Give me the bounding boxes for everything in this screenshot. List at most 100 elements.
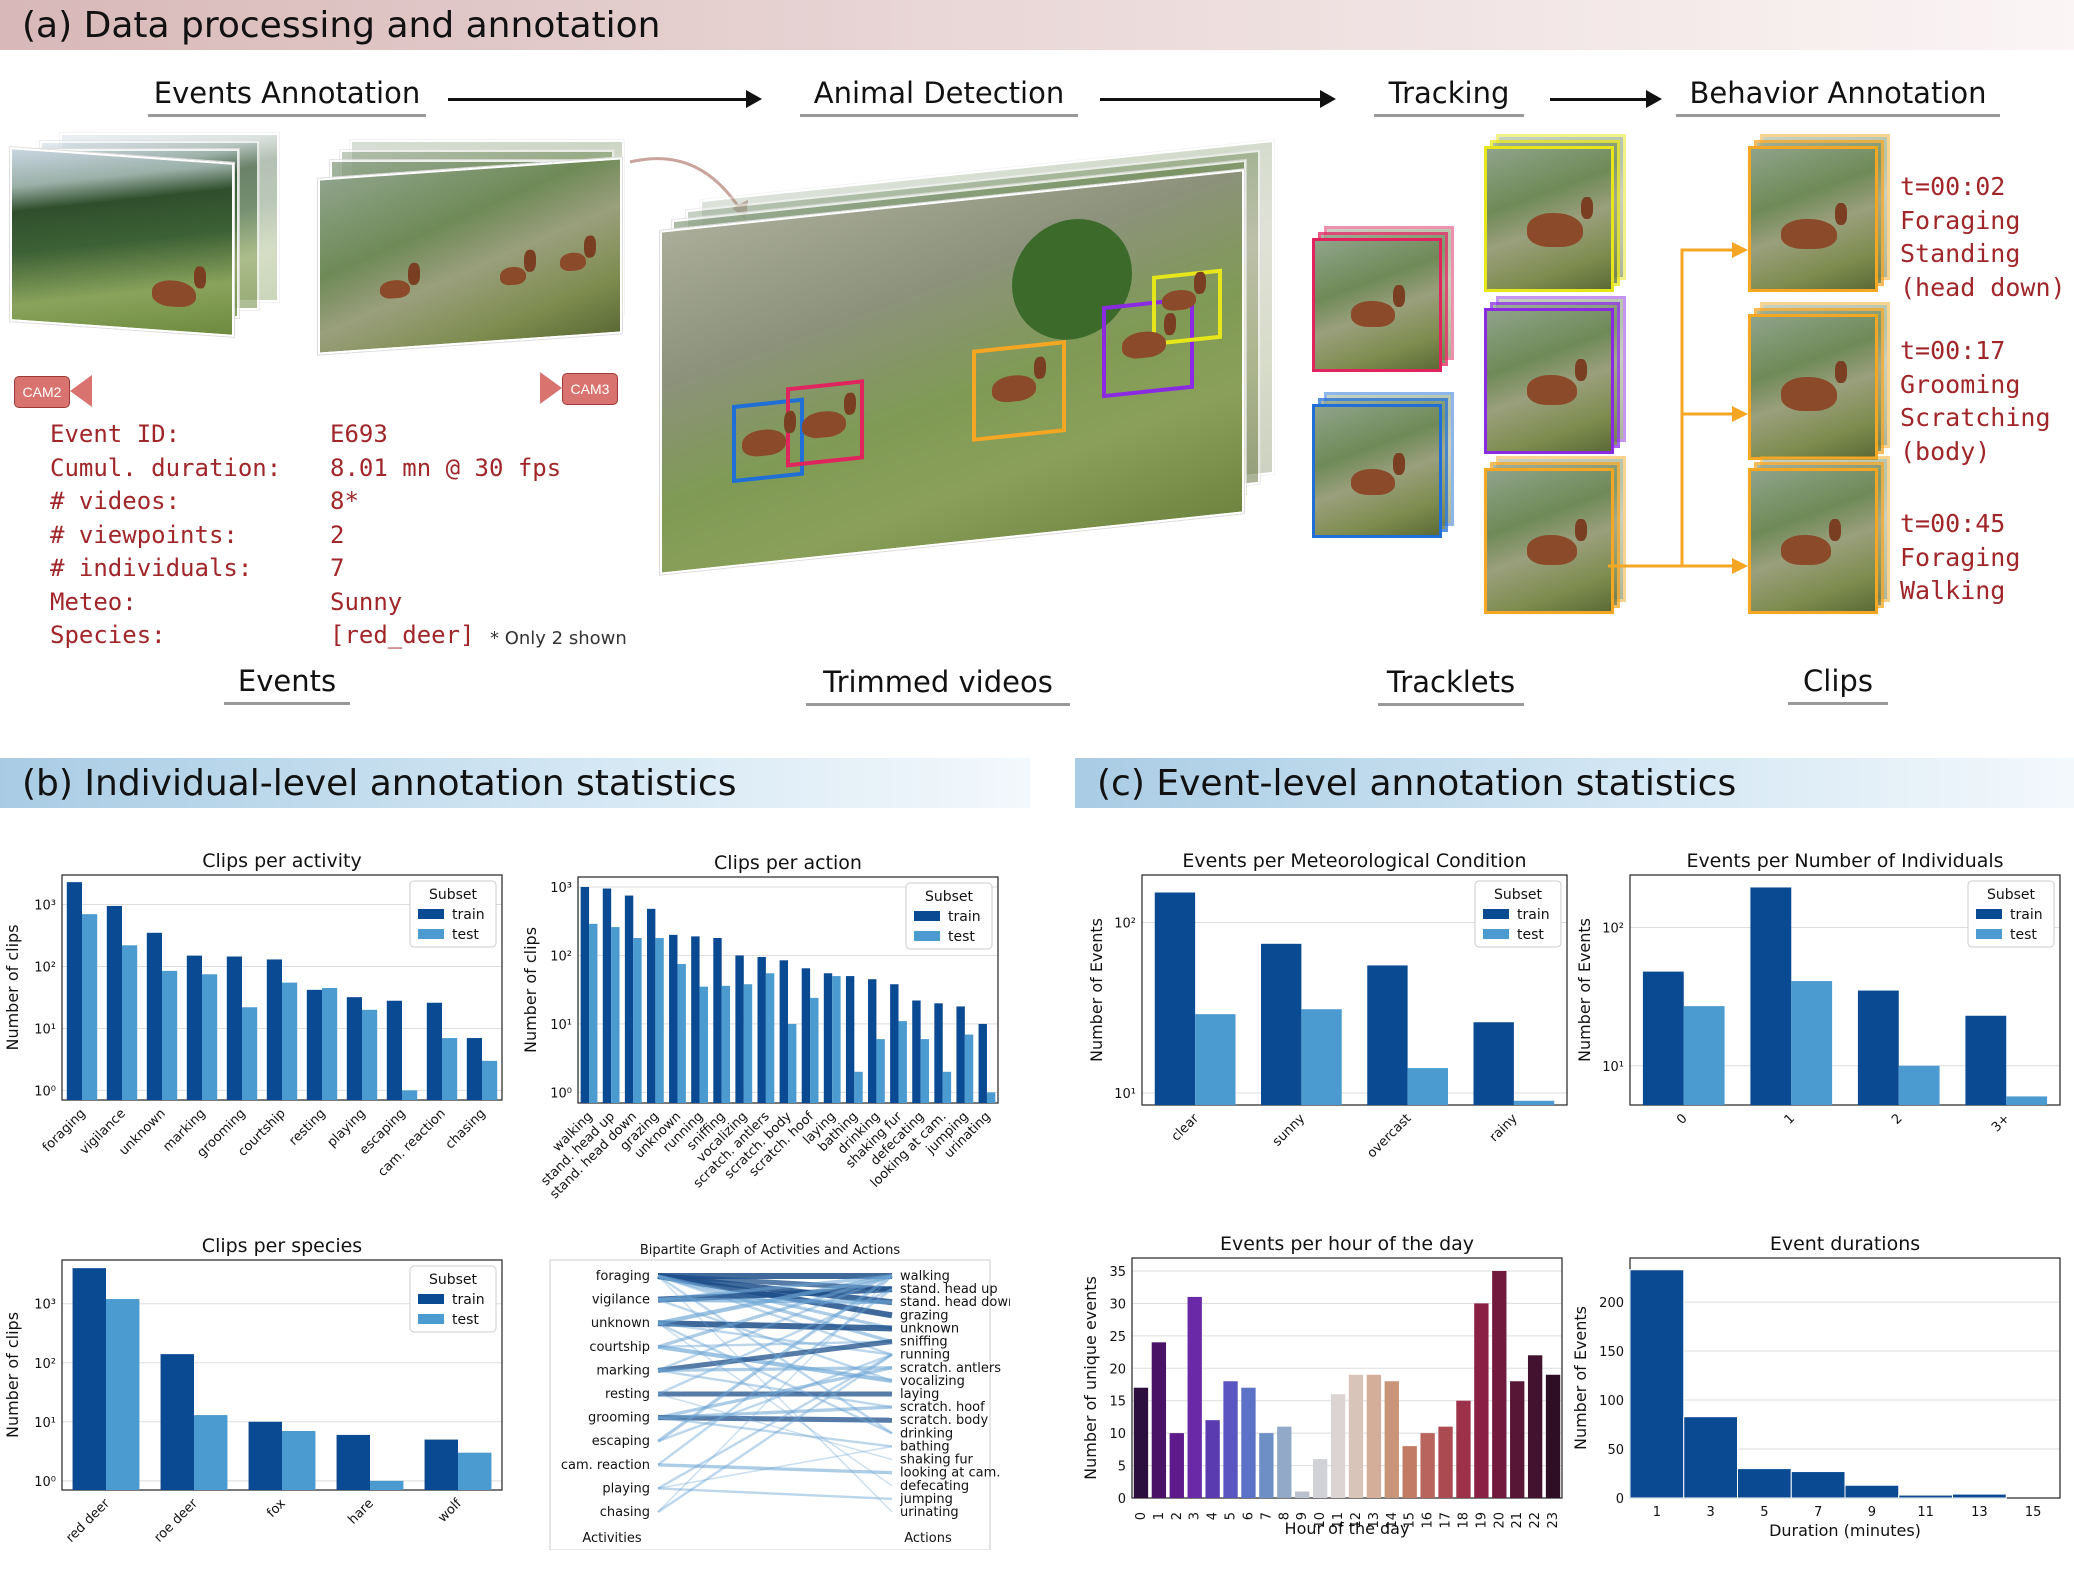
- bar-train-jumping: [956, 1006, 965, 1103]
- bipartite-edge: [657, 1274, 893, 1356]
- bar-train-drinking: [868, 979, 877, 1103]
- legend-title: Subset: [1987, 887, 2036, 903]
- y-tick-label: 10¹: [1114, 1087, 1136, 1102]
- y-tick-label: 50: [1607, 1443, 1624, 1458]
- bar-test-escaping: [402, 1090, 418, 1100]
- bar-5: [1737, 1468, 1792, 1499]
- bipartite-edge: [657, 1366, 893, 1420]
- section-b-header: (b) Individual-level annotation statisti…: [0, 758, 1030, 808]
- bar-test-looking-at-cam-: [942, 1071, 952, 1103]
- section-a-header: (a) Data processing and annotation: [0, 0, 2074, 50]
- x-tick-label: 5: [1224, 1512, 1239, 1520]
- x-tick-label: 17: [1439, 1512, 1454, 1529]
- camera-cam3: CAM3: [562, 373, 618, 405]
- legend-swatch-test: [1976, 929, 2002, 939]
- bar-train-stand-head-down: [624, 895, 634, 1103]
- x-tick-label: 14: [1385, 1512, 1400, 1529]
- event-info-key: Event ID:: [50, 420, 181, 448]
- bar-test-drinking: [876, 1039, 885, 1103]
- bipartite-edge: [657, 1275, 893, 1513]
- section-b-title: (b) Individual-level annotation statisti…: [22, 762, 737, 804]
- bar-3: [1187, 1296, 1202, 1498]
- clip-connector-arrows: [1608, 242, 1748, 574]
- x-tick-label: 13: [1367, 1512, 1382, 1529]
- bar-test-jumping: [964, 1034, 974, 1103]
- bar-test-vocalizing: [743, 984, 753, 1103]
- bar-train-courtship: [266, 959, 282, 1100]
- bar-test-grooming: [242, 1007, 258, 1100]
- y-tick-label: 10²: [1114, 917, 1136, 932]
- bar-test-wolf: [458, 1452, 492, 1490]
- bipartite-right-label: grazing: [900, 1308, 949, 1323]
- chart-clips-per-activity: Clips per activity 10⁰ 10¹ 10² 10³ Number of …: [3, 850, 503, 1180]
- chart-clips-per-action: Clips per action 10⁰ 10¹ 10² 10³ Number of cl…: [521, 852, 999, 1202]
- event-info-row: Species: [red_deer]: [50, 619, 561, 653]
- legend-title: Subset: [429, 887, 478, 903]
- x-tick-label: 5: [1760, 1505, 1768, 1520]
- bipartite-right-label: scratch. hoof: [900, 1400, 985, 1415]
- bar-13: [1952, 1493, 2007, 1499]
- y-tick-label: 200: [1599, 1296, 1624, 1311]
- event-info-value: 8.01 mn @ 30 fps: [330, 453, 562, 482]
- bar-train-defecating: [912, 1000, 921, 1103]
- bipartite-right-label: scratch. antlers: [900, 1361, 1001, 1376]
- bar-test-foraging: [82, 914, 98, 1100]
- bar-train-1: [1750, 887, 1792, 1105]
- bar-test-rainy: [1513, 1100, 1555, 1105]
- event-info-row: Meteo: Sunny: [50, 586, 561, 620]
- legend-swatch-train: [1976, 909, 2002, 919]
- bar-test-roe-deer: [194, 1415, 228, 1490]
- y-axis-label: Number of unique events: [1081, 1276, 1100, 1480]
- bipartite-edge: [657, 1340, 893, 1348]
- x-tick-label: 7: [1259, 1512, 1274, 1520]
- y-axis-label: Number of Events: [1571, 1306, 1590, 1450]
- bar-train-cam-reaction: [426, 1002, 442, 1100]
- legend-test: test: [2010, 927, 2037, 943]
- bipartite-right-label: stand. head down: [900, 1295, 1010, 1310]
- bipartite-edge: [657, 1320, 893, 1332]
- bipartite-left-label: resting: [605, 1387, 650, 1402]
- legend-train: train: [1517, 907, 1550, 923]
- x-tick-label: 6: [1241, 1512, 1256, 1520]
- bar-train-foraging: [66, 882, 82, 1100]
- y-axis-label: Number of Events: [1087, 918, 1106, 1062]
- bipartite-edge: [657, 1275, 893, 1513]
- bar-test-courtship: [282, 982, 298, 1100]
- y-tick-label: 10³: [34, 899, 56, 914]
- event-info-key: # videos:: [50, 487, 181, 515]
- bar-test-overcast: [1407, 1068, 1448, 1105]
- bipartite-right-label: jumping: [899, 1492, 953, 1507]
- bar-13: [1366, 1374, 1382, 1498]
- camera-cam2: CAM2: [14, 376, 70, 408]
- bipartite-edge: [657, 1393, 893, 1461]
- pipeline-arrow-2: [1100, 90, 1336, 108]
- x-tick-label: 16: [1421, 1512, 1436, 1529]
- bar-train-wolf: [424, 1439, 458, 1490]
- bipartite-edge: [657, 1273, 893, 1326]
- x-tick-label: fox: [264, 1496, 289, 1521]
- event-info-row: # viewpoints: 2: [50, 519, 561, 553]
- bar-14: [1384, 1381, 1399, 1498]
- bipartite-left-label: marking: [596, 1363, 650, 1378]
- y-tick-label: 0: [1118, 1492, 1126, 1507]
- bipartite-edge: [657, 1353, 893, 1490]
- bar-train-3-: [1965, 1015, 2007, 1105]
- bar-11: [1898, 1494, 1953, 1499]
- pipeline-arrow-3: [1550, 90, 1662, 108]
- x-tick-label: 4: [1206, 1512, 1221, 1520]
- x-tick-label: wolf: [435, 1496, 465, 1526]
- bar-test-grazing: [655, 937, 664, 1103]
- x-tick-label: 22: [1528, 1512, 1543, 1529]
- bipartite-left-label: foraging: [596, 1269, 650, 1284]
- x-tick-label: 11: [1917, 1505, 1934, 1520]
- legend-swatch-test: [418, 929, 444, 939]
- bipartite-edge: [657, 1445, 893, 1490]
- bar-train-rainy: [1473, 1022, 1514, 1105]
- bar-0: [1133, 1387, 1149, 1498]
- x-tick-label: 3: [1706, 1505, 1714, 1520]
- bipartite-right-label: defecating: [900, 1479, 969, 1494]
- bar-12: [1348, 1374, 1364, 1498]
- bar-train-scratch-antlers: [757, 956, 766, 1103]
- section-a-title: (a) Data processing and annotation: [22, 4, 661, 46]
- chart-events-per-hour: Events per hour of the day05101520253035…: [1081, 1233, 1563, 1538]
